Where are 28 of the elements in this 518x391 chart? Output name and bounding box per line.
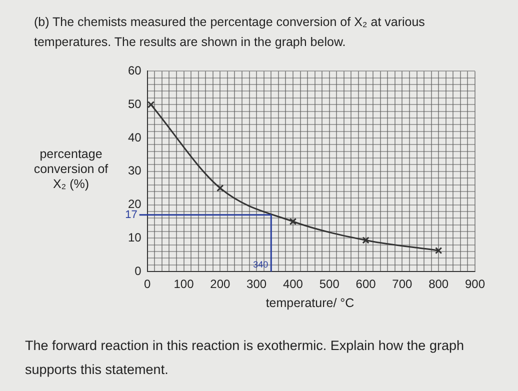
point (216, 184, 224, 192)
x-tick-label: 400 (282, 277, 304, 292)
chart-title: (b) The chemists measured the percentage conversion of X₂ at various temperatures. The results are shown in the graph below. (34, 14, 426, 51)
y-tick-label: 30 (128, 164, 142, 178)
point (147, 101, 155, 108)
x-tick-label: 700 (392, 277, 413, 292)
y-tick-label: 50 (128, 96, 142, 111)
x-axis-title: temperature/ °C (264, 296, 356, 310)
text: The forward reaction in this reaction is exothermic. Explain how the graph supports this statement. (25, 337, 465, 379)
x-tick-label: 500 (319, 277, 340, 292)
x-tick-label: 100 (174, 277, 194, 292)
x-tick-label: 600 (356, 277, 376, 292)
ref-line-label: 340 (253, 260, 268, 270)
point (289, 218, 297, 226)
x-tick-label: 900 (464, 277, 486, 292)
y-tick-label: 60 (128, 64, 142, 78)
y-tick-label: 40 (128, 130, 142, 144)
y-tick-label: 0 (134, 264, 142, 278)
y-axis-title: percentage conversion of X₂ (%) (32, 147, 110, 192)
x-tick-label: 800 (428, 277, 449, 292)
y-tick-label: 20 (128, 197, 142, 212)
y-tick-label: 10 (128, 230, 142, 245)
point (435, 246, 442, 254)
ref-line-label: 17 (125, 208, 138, 221)
x-tick-label: 200 (210, 277, 230, 292)
x-tick-label: 0 (144, 277, 152, 292)
x-tick-label: 300 (246, 277, 267, 292)
point (362, 236, 370, 244)
